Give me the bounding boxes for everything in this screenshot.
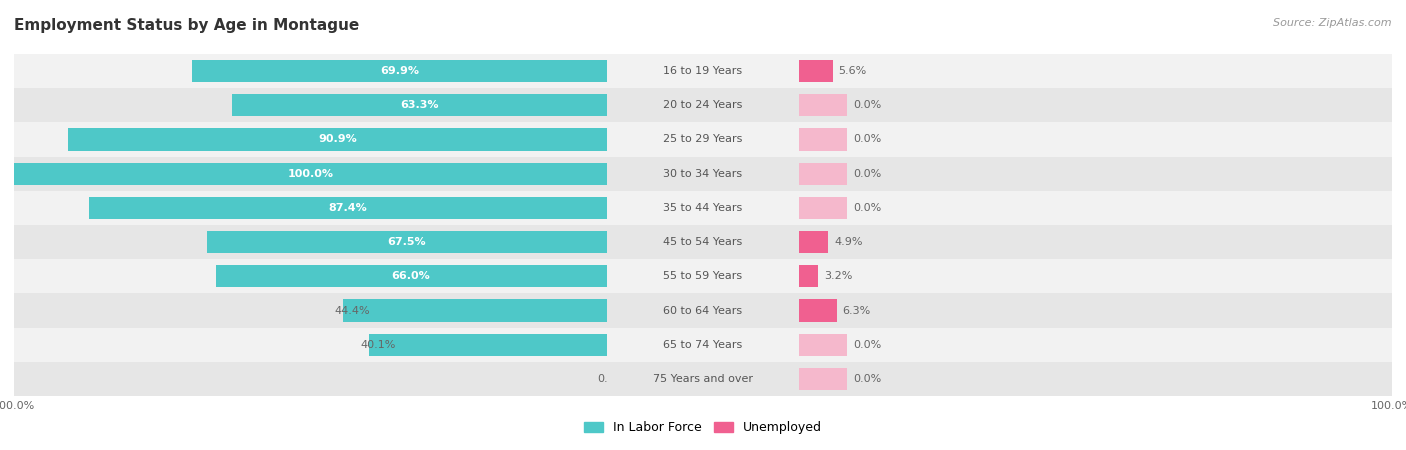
Bar (800, 333, 846, 356)
FancyBboxPatch shape (14, 54, 606, 88)
Text: Employment Status by Age in Montague: Employment Status by Age in Montague (14, 18, 360, 33)
Text: 20 to 24 Years: 20 to 24 Years (664, 100, 742, 110)
Legend: In Labor Force, Unemployed: In Labor Force, Unemployed (579, 416, 827, 439)
Text: 4.9%: 4.9% (834, 237, 863, 247)
Text: 55 to 59 Years: 55 to 59 Years (664, 271, 742, 281)
FancyBboxPatch shape (800, 293, 1392, 328)
Bar (207, 231, 606, 253)
Text: 60 to 64 Years: 60 to 64 Years (664, 306, 742, 315)
Text: 5.6%: 5.6% (838, 66, 868, 76)
Text: 25 to 29 Years: 25 to 29 Years (664, 135, 742, 144)
Text: 35 to 44 Years: 35 to 44 Years (664, 203, 742, 213)
FancyBboxPatch shape (14, 259, 606, 293)
Text: 66.0%: 66.0% (392, 271, 430, 281)
Text: 0.0%: 0.0% (853, 100, 882, 110)
Bar (800, 128, 846, 151)
Bar (800, 299, 837, 322)
Bar (800, 60, 832, 82)
Bar (343, 299, 606, 322)
Bar (215, 265, 606, 288)
Text: 44.4%: 44.4% (335, 306, 370, 315)
FancyBboxPatch shape (14, 362, 606, 396)
Text: 40.1%: 40.1% (360, 340, 395, 350)
FancyBboxPatch shape (606, 191, 800, 225)
FancyBboxPatch shape (14, 225, 606, 259)
FancyBboxPatch shape (14, 122, 606, 157)
Text: 100.0%: 100.0% (287, 169, 333, 179)
Text: 6.3%: 6.3% (842, 306, 870, 315)
Text: 0.0%: 0.0% (598, 374, 626, 384)
Bar (800, 231, 828, 253)
FancyBboxPatch shape (14, 328, 606, 362)
Text: 3.2%: 3.2% (824, 271, 852, 281)
FancyBboxPatch shape (14, 157, 606, 191)
Text: 0.0%: 0.0% (853, 340, 882, 350)
Bar (89, 197, 606, 219)
FancyBboxPatch shape (606, 259, 800, 293)
Text: 90.9%: 90.9% (318, 135, 357, 144)
Bar (800, 162, 846, 185)
Text: 65 to 74 Years: 65 to 74 Years (664, 340, 742, 350)
FancyBboxPatch shape (606, 88, 800, 122)
Text: 0.0%: 0.0% (853, 135, 882, 144)
FancyBboxPatch shape (606, 293, 800, 328)
FancyBboxPatch shape (606, 362, 800, 396)
Text: 87.4%: 87.4% (328, 203, 367, 213)
Bar (800, 94, 846, 117)
FancyBboxPatch shape (606, 225, 800, 259)
FancyBboxPatch shape (14, 293, 606, 328)
Text: 30 to 34 Years: 30 to 34 Years (664, 169, 742, 179)
Text: Source: ZipAtlas.com: Source: ZipAtlas.com (1274, 18, 1392, 28)
FancyBboxPatch shape (606, 122, 800, 157)
FancyBboxPatch shape (14, 191, 606, 225)
Bar (193, 60, 606, 82)
Bar (67, 128, 606, 151)
FancyBboxPatch shape (800, 157, 1392, 191)
FancyBboxPatch shape (800, 88, 1392, 122)
FancyBboxPatch shape (800, 328, 1392, 362)
FancyBboxPatch shape (800, 54, 1392, 88)
Text: 75 Years and over: 75 Years and over (652, 374, 754, 384)
Bar (800, 368, 846, 390)
Text: 63.3%: 63.3% (399, 100, 439, 110)
FancyBboxPatch shape (800, 225, 1392, 259)
Bar (232, 94, 606, 117)
FancyBboxPatch shape (606, 157, 800, 191)
Text: 45 to 54 Years: 45 to 54 Years (664, 237, 742, 247)
Bar (368, 333, 606, 356)
Bar (800, 265, 818, 288)
FancyBboxPatch shape (606, 54, 800, 88)
Bar (14, 162, 606, 185)
Text: 67.5%: 67.5% (387, 237, 426, 247)
FancyBboxPatch shape (800, 259, 1392, 293)
Bar (800, 197, 846, 219)
Text: 0.0%: 0.0% (853, 374, 882, 384)
Text: 0.0%: 0.0% (853, 169, 882, 179)
Text: 16 to 19 Years: 16 to 19 Years (664, 66, 742, 76)
FancyBboxPatch shape (14, 88, 606, 122)
FancyBboxPatch shape (800, 122, 1392, 157)
FancyBboxPatch shape (800, 191, 1392, 225)
Text: 0.0%: 0.0% (853, 203, 882, 213)
Text: 69.9%: 69.9% (380, 66, 419, 76)
FancyBboxPatch shape (606, 328, 800, 362)
FancyBboxPatch shape (800, 362, 1392, 396)
